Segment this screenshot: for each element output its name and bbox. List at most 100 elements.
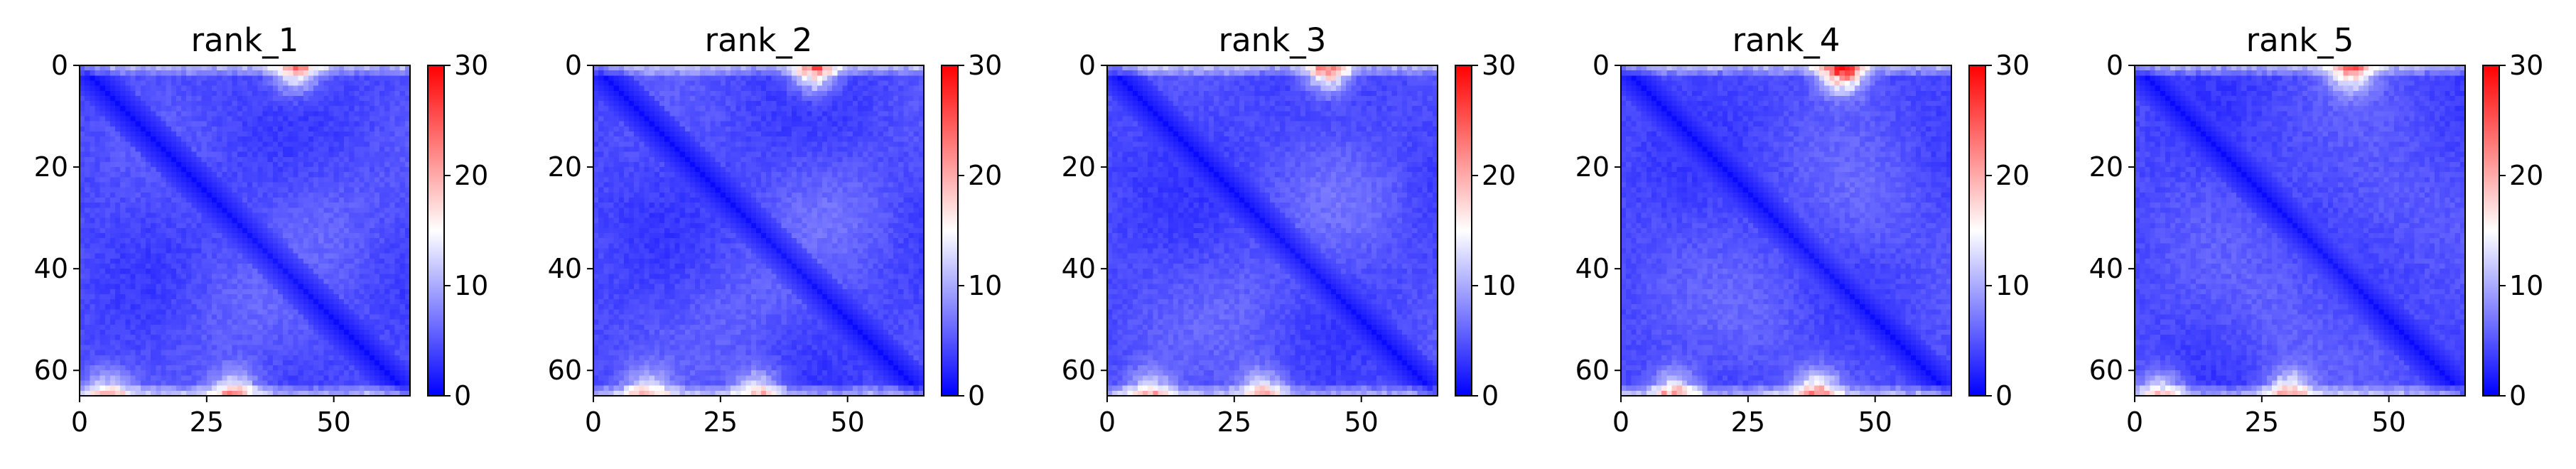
heatmap-cell [105,274,111,279]
heatmap-cell [176,304,182,310]
heatmap-cell [125,264,131,269]
heatmap-cell [395,193,401,198]
heatmap-cell [252,254,258,259]
heatmap-cell [237,304,243,310]
heatmap-cell [329,375,335,381]
heatmap-cell [105,299,111,305]
heatmap-cell [389,238,395,244]
heatmap-cell [303,136,309,142]
heatmap-cell [700,70,706,76]
heatmap-cell [222,386,227,392]
heatmap-cell [379,274,385,279]
heatmap-cell [384,172,390,178]
heatmap-cell [883,75,889,81]
heatmap-cell [156,340,161,345]
heatmap-cell [156,141,161,147]
heatmap-cell [354,360,360,366]
heatmap-cell [263,207,269,213]
heatmap-cell [822,117,828,122]
heatmap-cell [792,111,797,117]
heatmap-cell [186,86,192,92]
heatmap-cell [237,207,243,213]
heatmap-cell [115,122,121,127]
heatmap-cell [349,370,355,376]
heatmap-cell [619,96,625,102]
heatmap-cell [125,80,131,86]
heatmap-cell [700,80,706,86]
heatmap-cell [888,96,894,102]
heatmap-cell [161,279,166,284]
heatmap-cell [379,198,385,203]
heatmap-cell [308,126,314,132]
heatmap-cell [186,335,192,340]
heatmap-cell [252,203,258,208]
heatmap-cell [171,315,177,320]
heatmap-cell [191,106,197,112]
heatmap-cell [110,315,116,320]
heatmap-cell [212,330,217,335]
heatmap-cell [186,152,192,158]
heatmap-cell [293,254,298,259]
heatmap-cell [400,284,406,290]
heatmap-cell [171,111,177,117]
heatmap-cell [197,75,203,81]
heatmap-cell [197,126,203,132]
heatmap-cell [629,122,635,127]
heatmap-cell [90,223,95,229]
heatmap-cell [171,131,177,137]
heatmap-cell [898,70,904,76]
heatmap-cell [395,80,401,86]
heatmap-cell [354,172,360,178]
heatmap-cell [654,101,660,107]
heatmap-cell [400,259,406,264]
heatmap-cell [176,212,182,218]
heatmap-cell [359,131,365,137]
heatmap-cell [80,183,85,188]
heatmap-cell [263,386,269,392]
heatmap-cell [115,381,121,387]
heatmap-cell [268,212,274,218]
heatmap-cell [191,264,197,269]
heatmap-cell [293,106,298,112]
heatmap-cell [90,299,95,305]
heatmap-cell [308,315,314,320]
heatmap-cell [303,117,309,122]
heatmap-cell [298,284,304,290]
heatmap-cell [359,375,365,381]
heatmap-cell [303,315,309,320]
heatmap-cell [90,309,95,315]
heatmap-cell [85,167,90,173]
heatmap-cell [120,254,126,259]
heatmap-cell [298,141,304,147]
heatmap-cell [222,122,227,127]
heatmap-cell [181,375,187,381]
heatmap-cell [273,350,279,356]
heatmap-cell [365,177,370,183]
heatmap-cell [344,284,350,290]
heatmap-cell [222,177,227,183]
heatmap-cell [308,157,314,163]
heatmap-cell [120,223,126,229]
heatmap-cell [227,264,232,269]
heatmap-cell [400,355,406,361]
heatmap-cell [374,65,380,71]
heatmap-cell [624,117,630,122]
heatmap-cell [176,279,182,284]
heatmap-cell [263,365,269,371]
heatmap-cell [323,96,329,102]
heatmap-cell [166,203,172,208]
heatmap-cell [181,365,187,371]
heatmap-cell [293,136,298,142]
heatmap-cell [374,274,380,279]
heatmap-cell [629,117,635,122]
heatmap-cell [389,188,395,193]
heatmap-cell [161,106,166,112]
heatmap-cell [166,315,172,320]
heatmap-cell [909,75,915,81]
heatmap-cell [273,223,279,229]
heatmap-cell [365,274,370,279]
heatmap-cell [395,218,401,224]
heatmap-cell [329,65,335,71]
heatmap-cell [278,249,284,254]
heatmap-cell [141,141,146,147]
